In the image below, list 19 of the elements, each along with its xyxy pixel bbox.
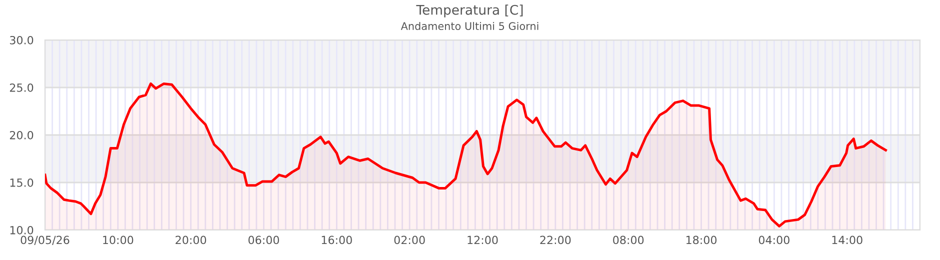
x-tick-label: 18:00	[686, 236, 717, 244]
x-tick-label: 06:00	[248, 236, 280, 244]
chart-title: Temperatura [C]	[416, 4, 523, 18]
x-tick-label: 09/05/26	[20, 236, 70, 246]
y-tick-label: 25.0	[10, 83, 34, 92]
x-tick-label: 14:00	[832, 236, 862, 244]
y-tick-label: 10.0	[10, 226, 34, 234]
y-tick-label: 15.0	[10, 178, 34, 187]
x-tick-label: 04:00	[758, 236, 790, 244]
x-tick-label: 02:00	[394, 236, 425, 244]
y-tick-label: 20.0	[10, 130, 34, 140]
y-tick-label: 30.0	[10, 36, 34, 44]
x-tick-label: 16:00	[322, 236, 352, 244]
x-tick-label: 20:00	[176, 236, 206, 244]
x-tick-label: 12:00	[468, 236, 498, 244]
chart-subtitle: Andamento Ultimi 5 Giorni	[400, 22, 538, 30]
x-tick-label: 10:00	[103, 236, 134, 244]
x-tick-label: 08:00	[613, 236, 644, 244]
x-tick-label: 22:00	[540, 236, 571, 244]
